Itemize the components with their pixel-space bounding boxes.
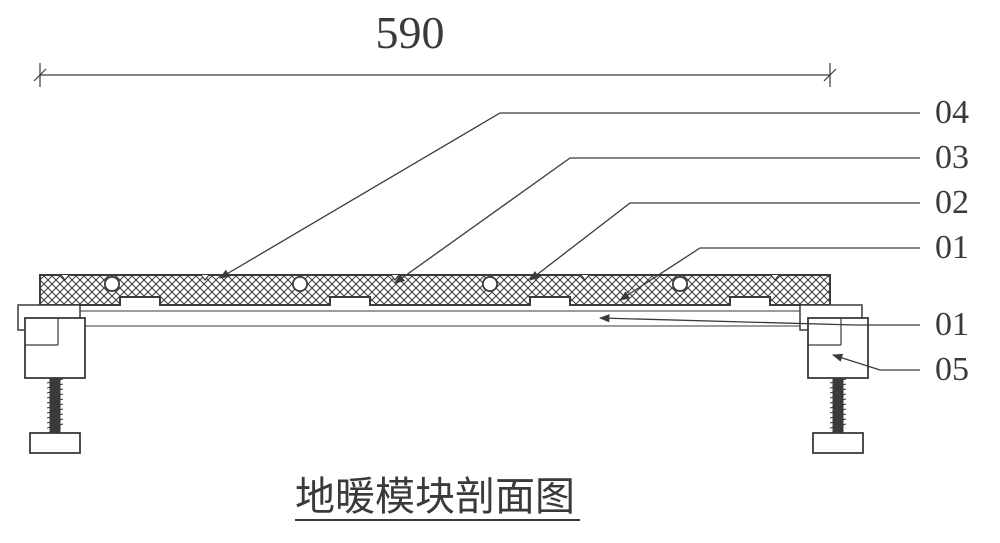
pipe-hole	[673, 277, 687, 291]
foot	[25, 318, 85, 453]
heating-module-slab	[40, 275, 830, 305]
callout-label: 03	[935, 139, 969, 176]
dimension-value: 590	[376, 7, 445, 58]
mid-plate-lines	[80, 311, 800, 326]
title-label: 地暖模块剖面图	[295, 474, 575, 519]
dimension-590: 590	[34, 7, 836, 87]
callout-label: 01	[935, 306, 969, 343]
pipe-hole	[293, 277, 307, 291]
leader-line	[600, 318, 920, 325]
callout-label: 01	[935, 229, 969, 266]
callout-label: 02	[935, 184, 969, 221]
foot	[808, 318, 868, 453]
callout-label: 05	[935, 351, 969, 388]
leader-line	[530, 203, 920, 280]
leader-line	[220, 113, 920, 278]
figure-title: 地暖模块剖面图	[295, 474, 580, 520]
pipe-hole	[105, 277, 119, 291]
pipe-hole	[483, 277, 497, 291]
callout-label: 04	[935, 94, 969, 131]
diagram-canvas: 590 04 03 02 01 01 05 地暖模块剖面图	[0, 0, 1000, 543]
adjustable-feet	[25, 318, 868, 453]
leader-line	[395, 158, 920, 283]
